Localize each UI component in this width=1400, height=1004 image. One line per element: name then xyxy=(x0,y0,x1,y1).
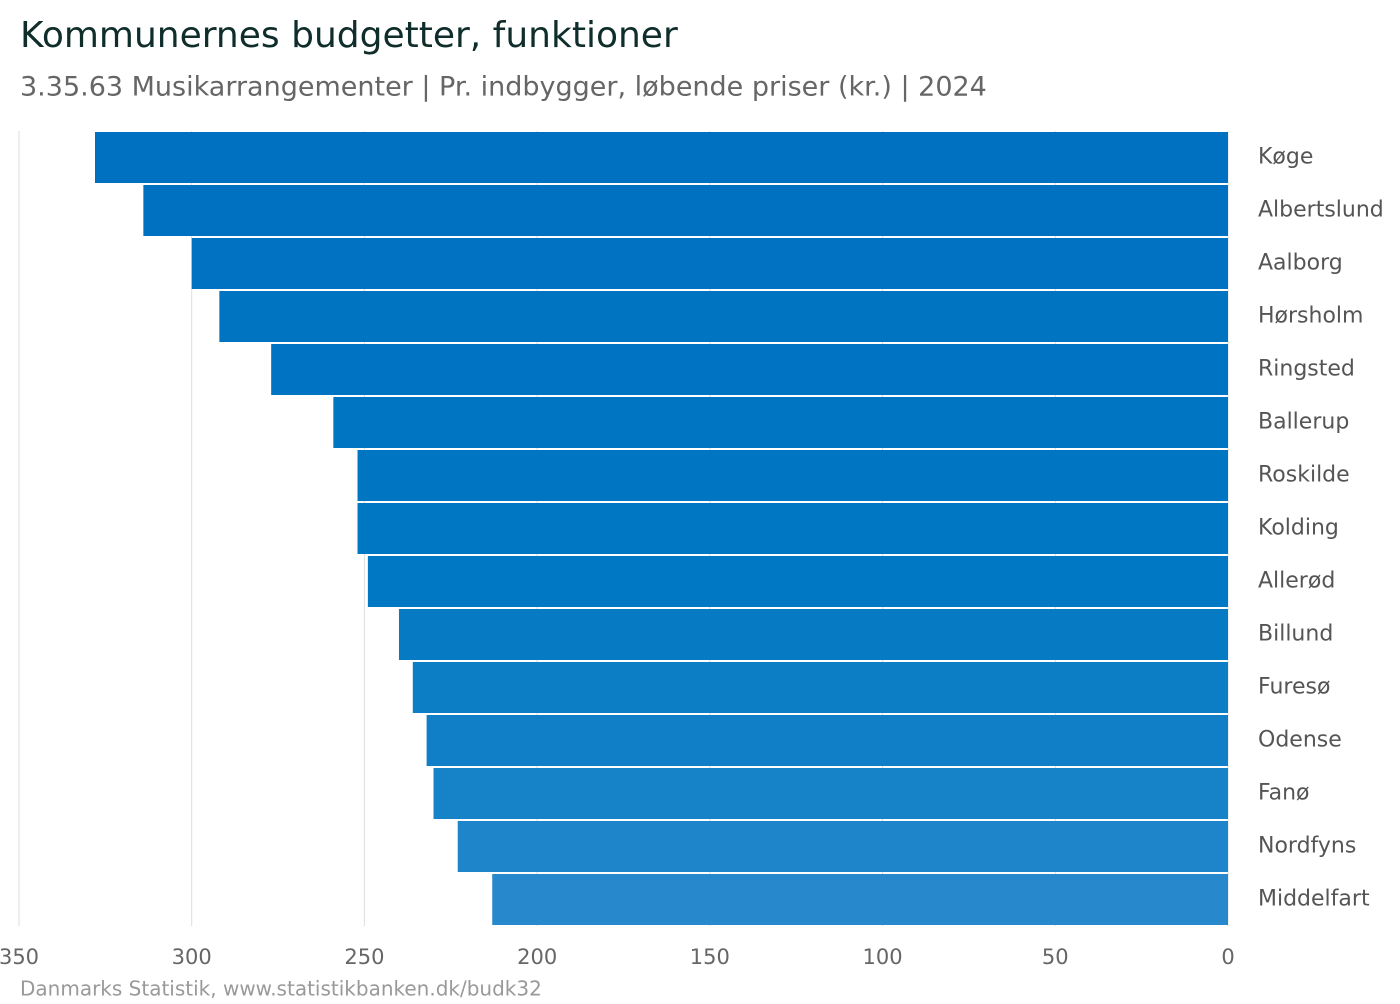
x-tick-label: 200 xyxy=(517,945,557,969)
y-tick-label: Albertslund xyxy=(1258,198,1384,223)
y-tick-label: Aalborg xyxy=(1258,251,1343,276)
bar xyxy=(426,715,1228,766)
chart-subtitle: 3.35.63 Musikarrangementer | Pr. indbygg… xyxy=(20,72,987,103)
x-tick-label: 50 xyxy=(1042,945,1069,969)
y-tick-label: Allerød xyxy=(1258,569,1335,594)
chart-title: Kommunernes budgetter, funktioner xyxy=(20,15,678,56)
source: Danmarks Statistik, www.statistikbanken.… xyxy=(20,977,542,1001)
bar xyxy=(143,185,1229,236)
y-tick-label: Ringsted xyxy=(1258,357,1355,382)
x-tick-label: 250 xyxy=(344,945,384,969)
bar xyxy=(367,556,1229,607)
bar xyxy=(492,874,1228,925)
y-tick-label: Ballerup xyxy=(1258,410,1349,435)
y-tick-label: Køge xyxy=(1258,145,1313,170)
y-tick-label: Middelfart xyxy=(1258,887,1370,912)
y-tick-label: Odense xyxy=(1258,728,1342,753)
bar xyxy=(433,768,1228,819)
bar xyxy=(219,291,1228,342)
y-tick-label: Furesø xyxy=(1258,675,1330,700)
x-tick-label: 300 xyxy=(172,945,212,969)
x-tick-label: 150 xyxy=(690,945,730,969)
bar xyxy=(412,662,1228,713)
y-tick-label: Billund xyxy=(1258,622,1333,647)
x-tick-label: 0 xyxy=(1221,945,1234,969)
y-tick-label: Fanø xyxy=(1258,781,1310,806)
bar xyxy=(357,450,1228,501)
y-tick-label: Nordfyns xyxy=(1258,834,1356,859)
bar xyxy=(191,238,1229,289)
y-tick-label: Hørsholm xyxy=(1258,304,1363,329)
bar xyxy=(271,344,1229,395)
bar xyxy=(357,503,1228,554)
bar xyxy=(94,132,1229,183)
y-tick-label: Roskilde xyxy=(1258,463,1350,488)
x-tick-label: 350 xyxy=(0,945,39,969)
bar xyxy=(333,397,1229,448)
bar xyxy=(398,609,1228,660)
y-tick-label: Kolding xyxy=(1258,516,1339,541)
x-tick-label: 100 xyxy=(863,945,903,969)
bar xyxy=(457,821,1228,872)
